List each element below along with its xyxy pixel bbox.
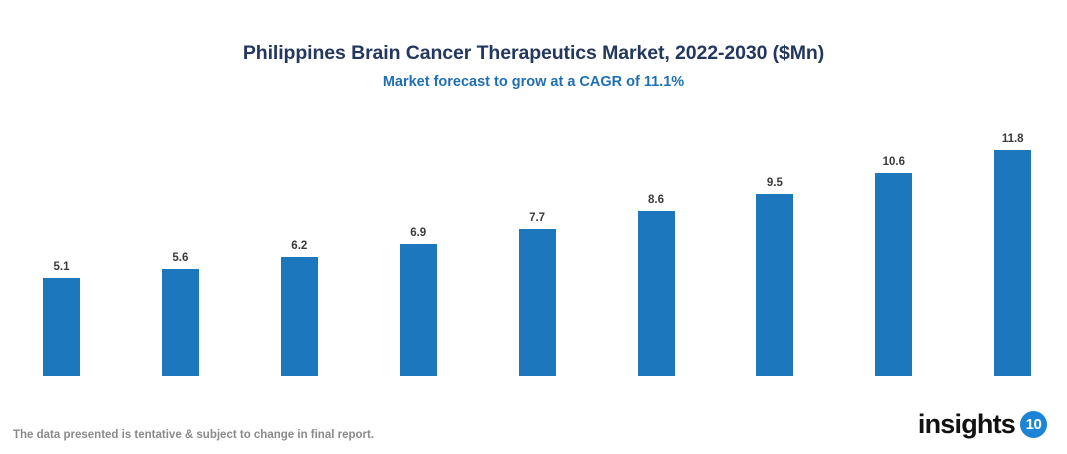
- insights10-logo: insights 10: [918, 408, 1047, 440]
- chart-subtitle: Market forecast to grow at a CAGR of 11.…: [382, 74, 685, 90]
- bar-rect[interactable]: [637, 211, 675, 376]
- bar-2029F[interactable]: 10.6: [875, 2, 913, 376]
- chart-title-block: Philippines Brain Cancer Therapeutics Ma…: [0, 40, 1067, 92]
- bar-2030F[interactable]: 11.8: [994, 2, 1032, 376]
- bar-value-label: 10.6: [882, 156, 905, 169]
- bar-value-label: 6.9: [410, 226, 427, 239]
- bar-rect[interactable]: [43, 278, 80, 376]
- bar-value-label: 5.1: [53, 261, 70, 274]
- bar-rect[interactable]: [280, 257, 318, 376]
- bar-value-label: 11.8: [1001, 133, 1024, 146]
- bar-rect[interactable]: [994, 150, 1032, 376]
- bar-rect[interactable]: [518, 228, 556, 376]
- bar-rect[interactable]: [875, 173, 913, 376]
- bar-value-label: 5.6: [172, 251, 189, 264]
- disclaimer-note: The data presented is tentative & subjec…: [13, 429, 375, 441]
- bar-2024F[interactable]: 6.2: [280, 2, 318, 376]
- bar-value-label: 8.6: [648, 194, 664, 207]
- bar-2027F[interactable]: 8.6: [637, 2, 675, 376]
- bar-rect[interactable]: [161, 268, 199, 376]
- logo-badge-icon: 10: [1020, 410, 1047, 438]
- bar-2022[interactable]: 5.1: [43, 2, 80, 376]
- logo-wordmark: insights: [917, 409, 1016, 439]
- bar-2028F[interactable]: 9.5: [756, 2, 794, 376]
- page-title: Philippines Brain Cancer Therapeutics Ma…: [242, 42, 825, 64]
- bar-2025F[interactable]: 6.9: [399, 2, 437, 376]
- bar-rect[interactable]: [399, 243, 437, 376]
- bar-value-label: 9.5: [766, 177, 783, 190]
- bar-value-label: 7.7: [529, 211, 546, 224]
- bar-2026F[interactable]: 7.7: [518, 2, 556, 376]
- bar-rect[interactable]: [756, 194, 794, 376]
- bar-value-label: 6.2: [291, 240, 308, 253]
- plot-area: 5.15.66.26.97.78.69.510.611.8 20222023F2…: [0, 110, 1067, 376]
- bar-2023F[interactable]: 5.6: [161, 2, 199, 376]
